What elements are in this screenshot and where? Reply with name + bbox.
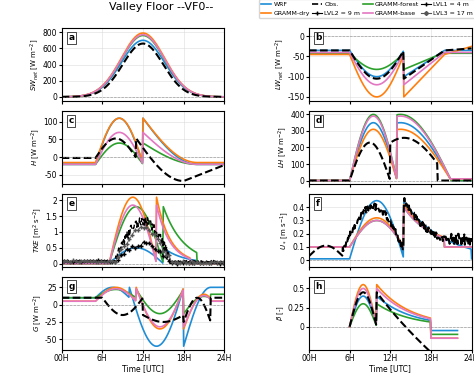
Y-axis label: $LW_{net}$ [W m$^{-2}$]: $LW_{net}$ [W m$^{-2}$] — [273, 39, 286, 90]
X-axis label: Time [UTC]: Time [UTC] — [122, 364, 164, 373]
Y-axis label: $H$ [W m$^{-2}$]: $H$ [W m$^{-2}$] — [29, 129, 42, 167]
Text: c: c — [68, 116, 73, 125]
Legend: WRF, GRAMM-dry, Obs., LVL2 = 9 m, GRAMM-forest, GRAMM-base, LVL1 = 4 m, LVL3 = 1: WRF, GRAMM-dry, Obs., LVL2 = 9 m, GRAMM-… — [259, 0, 474, 18]
Y-axis label: $G$ [W m$^{-2}$]: $G$ [W m$^{-2}$] — [31, 294, 44, 332]
Text: b: b — [315, 33, 322, 42]
X-axis label: Time [UTC]: Time [UTC] — [369, 364, 411, 373]
Y-axis label: $TKE$ [m$^2$ s$^{-2}$]: $TKE$ [m$^2$ s$^{-2}$] — [31, 208, 44, 253]
Y-axis label: $SW_{net}$ [W m$^{-2}$]: $SW_{net}$ [W m$^{-2}$] — [28, 38, 41, 91]
Text: g: g — [68, 282, 74, 291]
Text: h: h — [315, 282, 322, 291]
Text: f: f — [315, 199, 319, 208]
Y-axis label: $\beta$ [-]: $\beta$ [-] — [276, 305, 286, 321]
Text: e: e — [68, 199, 74, 208]
Text: a: a — [68, 33, 74, 42]
Y-axis label: $LH$ [W m$^{-2}$]: $LH$ [W m$^{-2}$] — [276, 127, 289, 168]
Y-axis label: $U_*$ [m s$^{-1}$]: $U_*$ [m s$^{-1}$] — [278, 211, 291, 250]
Text: Valley Floor --VF0--: Valley Floor --VF0-- — [109, 2, 213, 12]
Text: d: d — [315, 116, 322, 125]
